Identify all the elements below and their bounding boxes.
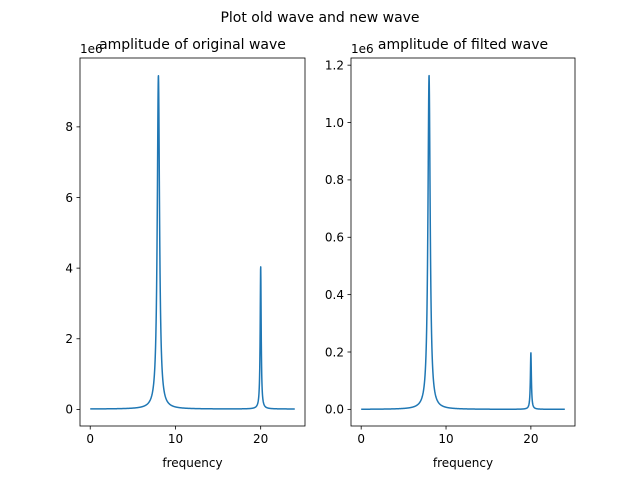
series-line-0-0 [89, 74, 296, 410]
y-tick-label: 0.6 [325, 231, 344, 245]
y-tick-label: 0.4 [325, 288, 344, 302]
axes-title: amplitude of original wave [99, 37, 286, 53]
x-tick-label: 0 [357, 432, 365, 446]
axes-title: amplitude of filted wave [378, 37, 548, 53]
subplot-filtered-wave: 0 10 20 0.0 0.2 0.4 0.6 0.8 1.0 1.2 1e6 amplitude o… [325, 37, 576, 470]
y-tick-label: 2 [65, 332, 73, 346]
x-tick-label: 0 [86, 432, 94, 446]
y-tick-label: 0 [65, 403, 73, 417]
x-tick-label: 10 [438, 432, 453, 446]
series-line-1-0 [360, 74, 566, 411]
x-tick-label: 10 [168, 432, 183, 446]
y-tick-label: 1.2 [325, 58, 344, 72]
x-axis-label: frequency [162, 456, 222, 470]
figure-suptitle: Plot old wave and new wave [220, 10, 419, 26]
y-tick-label: 0.0 [325, 403, 344, 417]
y-offset-label: 1e6 [80, 42, 103, 56]
y-tick-label: 0.2 [325, 345, 344, 359]
axes-frame [350, 57, 576, 427]
x-axis-label: frequency [433, 456, 493, 470]
y-tick-label: 6 [65, 191, 73, 205]
y-offset-label: 1e6 [351, 42, 374, 56]
x-tick-label: 20 [253, 432, 268, 446]
axes-frame [79, 57, 306, 427]
y-tick-label: 4 [65, 261, 73, 275]
y-tick-label: 8 [65, 120, 73, 134]
y-tick-label: 0.8 [325, 173, 344, 187]
y-tick-label: 1.0 [325, 116, 344, 130]
x-tick-label: 20 [523, 432, 538, 446]
